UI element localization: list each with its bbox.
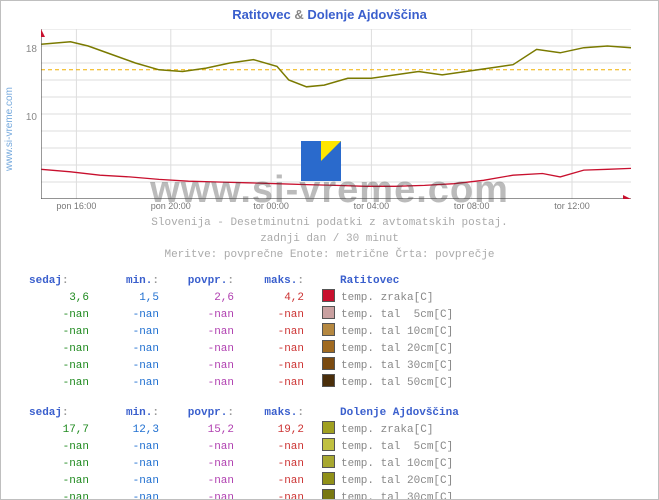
table-row: -nan-nan-nan-nantemp. tal 10cm[C] — [29, 455, 459, 472]
series-swatch — [322, 472, 335, 485]
series-swatch — [322, 357, 335, 370]
caption-source: Slovenija - Desetminutni podatki z avtom… — [1, 217, 658, 229]
table-row: -nan-nan-nan-nantemp. tal 5cm[C] — [29, 306, 459, 323]
series-label: temp. tal 5cm[C] — [341, 441, 453, 453]
xtick-label: pon 16:00 — [56, 201, 96, 211]
title-amp: & — [294, 7, 303, 22]
series-swatch — [322, 340, 335, 353]
series-label: temp. tal 10cm[C] — [341, 326, 453, 338]
title-loc2: Dolenje Ajdovščina — [307, 7, 426, 22]
series-swatch — [322, 438, 335, 451]
table-header: sedaj:min.:povpr.:maks.:Ratitovec — [29, 273, 459, 289]
caption-units: Meritve: povprečne Enote: metrične Črta:… — [1, 249, 658, 261]
series-label: temp. tal 30cm[C] — [341, 360, 453, 372]
series-swatch — [322, 489, 335, 500]
series-swatch — [322, 323, 335, 336]
series-label: temp. tal 20cm[C] — [341, 475, 453, 487]
ytick-10: 10 — [23, 112, 37, 123]
series-label: temp. tal 30cm[C] — [341, 492, 453, 500]
table-row: 3,61,52,64,2temp. zraka[C] — [29, 289, 459, 306]
series-label: temp. zraka[C] — [341, 292, 433, 304]
caption-range: zadnji dan / 30 minut — [1, 233, 658, 245]
xtick-label: tor 12:00 — [554, 201, 590, 211]
xtick-label: tor 00:00 — [253, 201, 289, 211]
series-label: temp. tal 10cm[C] — [341, 458, 453, 470]
series-label: temp. tal 20cm[C] — [341, 343, 453, 355]
table-row: 17,712,315,219,2temp. zraka[C] — [29, 421, 459, 438]
chart-title: Ratitovec & Dolenje Ajdovščina — [1, 7, 658, 22]
table-row: -nan-nan-nan-nantemp. tal 10cm[C] — [29, 323, 459, 340]
series-label: temp. zraka[C] — [341, 424, 433, 436]
table-row: -nan-nan-nan-nantemp. tal 5cm[C] — [29, 438, 459, 455]
table-row: -nan-nan-nan-nantemp. tal 30cm[C] — [29, 489, 459, 500]
table-row: -nan-nan-nan-nantemp. tal 20cm[C] — [29, 472, 459, 489]
series-swatch — [322, 374, 335, 387]
series-label: temp. tal 50cm[C] — [341, 377, 453, 389]
series-swatch — [322, 289, 335, 302]
series-swatch — [322, 455, 335, 468]
watermark-logo — [301, 141, 341, 181]
source-url-side: www.si-vreme.com — [4, 87, 15, 171]
ytick-18: 18 — [23, 44, 37, 55]
data-tables: sedaj:min.:povpr.:maks.:Ratitovec3,61,52… — [29, 273, 459, 500]
x-axis-labels: pon 16:00 pon 20:00 tor 00:00 tor 04:00 tor … — [41, 201, 631, 213]
series-swatch — [322, 421, 335, 434]
table-header: sedaj:min.:povpr.:maks.:Dolenje Ajdovšči… — [29, 405, 459, 421]
title-loc1: Ratitovec — [232, 7, 291, 22]
series-label: temp. tal 5cm[C] — [341, 309, 453, 321]
table-row: -nan-nan-nan-nantemp. tal 30cm[C] — [29, 357, 459, 374]
table-row: -nan-nan-nan-nantemp. tal 20cm[C] — [29, 340, 459, 357]
xtick-label: pon 20:00 — [151, 201, 191, 211]
location-table: sedaj:min.:povpr.:maks.:Dolenje Ajdovšči… — [29, 405, 459, 500]
xtick-label: tor 04:00 — [354, 201, 390, 211]
xtick-label: tor 08:00 — [454, 201, 490, 211]
location-table: sedaj:min.:povpr.:maks.:Ratitovec3,61,52… — [29, 273, 459, 391]
chart-frame: { "title_parts": {"loc1":"Ratitovec","am… — [0, 0, 659, 500]
series-swatch — [322, 306, 335, 319]
table-row: -nan-nan-nan-nantemp. tal 50cm[C] — [29, 374, 459, 391]
